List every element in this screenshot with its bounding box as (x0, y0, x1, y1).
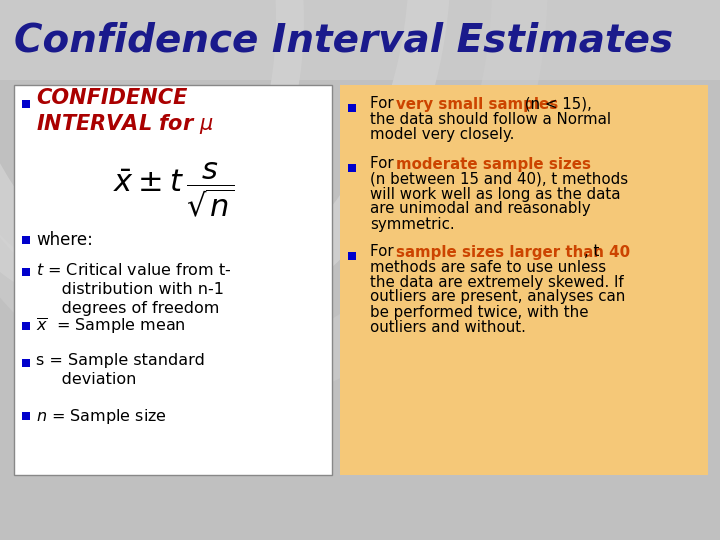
Text: (n < 15),: (n < 15), (520, 97, 592, 111)
Text: For: For (370, 97, 398, 111)
FancyBboxPatch shape (14, 85, 332, 475)
Bar (22, 359, 30, 367)
Text: be performed twice, with the: be performed twice, with the (370, 305, 588, 320)
Text: $\overline{x}$  = Sample mean: $\overline{x}$ = Sample mean (36, 316, 186, 336)
Text: For: For (370, 245, 398, 260)
Text: For: For (370, 157, 398, 172)
Text: moderate sample sizes: moderate sample sizes (396, 157, 591, 172)
Text: model very closely.: model very closely. (370, 126, 514, 141)
Text: sample sizes larger than 40: sample sizes larger than 40 (396, 245, 630, 260)
Text: s = Sample standard
     deviation: s = Sample standard deviation (36, 353, 205, 387)
Text: Confidence Interval Estimates: Confidence Interval Estimates (14, 21, 673, 59)
Text: $n$ = Sample size: $n$ = Sample size (36, 407, 167, 426)
Text: the data should follow a Normal: the data should follow a Normal (370, 111, 611, 126)
Bar (348, 164, 356, 172)
Text: are unimodal and reasonably: are unimodal and reasonably (370, 201, 590, 217)
Bar (348, 104, 356, 112)
Text: $t$ = Critical value from t-
     distribution with n-1
     degrees of freedom: $t$ = Critical value from t- distributio… (36, 262, 232, 316)
Text: outliers and without.: outliers and without. (370, 320, 526, 334)
Bar (348, 252, 356, 260)
Text: the data are extremely skewed. If: the data are extremely skewed. If (370, 274, 624, 289)
Text: (n between 15 and 40), t methods: (n between 15 and 40), t methods (370, 172, 628, 186)
Text: very small samples: very small samples (396, 97, 558, 111)
Text: CONFIDENCE
INTERVAL for $\mu$: CONFIDENCE INTERVAL for $\mu$ (36, 88, 214, 136)
Text: methods are safe to use unless: methods are safe to use unless (370, 260, 606, 274)
Text: $\bar{x} \pm t\,\dfrac{s}{\sqrt{n}}$: $\bar{x} \pm t\,\dfrac{s}{\sqrt{n}}$ (113, 160, 235, 219)
Text: symmetric.: symmetric. (370, 217, 454, 232)
Bar (22, 100, 30, 108)
Bar (22, 412, 30, 420)
Bar (0, 0, 720, 80)
Bar (22, 268, 30, 276)
Text: where:: where: (36, 231, 93, 249)
Bar (22, 322, 30, 330)
Bar (22, 236, 30, 244)
Text: , t: , t (584, 245, 599, 260)
Text: will work well as long as the data: will work well as long as the data (370, 186, 621, 201)
Text: outliers are present, analyses can: outliers are present, analyses can (370, 289, 626, 305)
FancyBboxPatch shape (340, 85, 708, 475)
